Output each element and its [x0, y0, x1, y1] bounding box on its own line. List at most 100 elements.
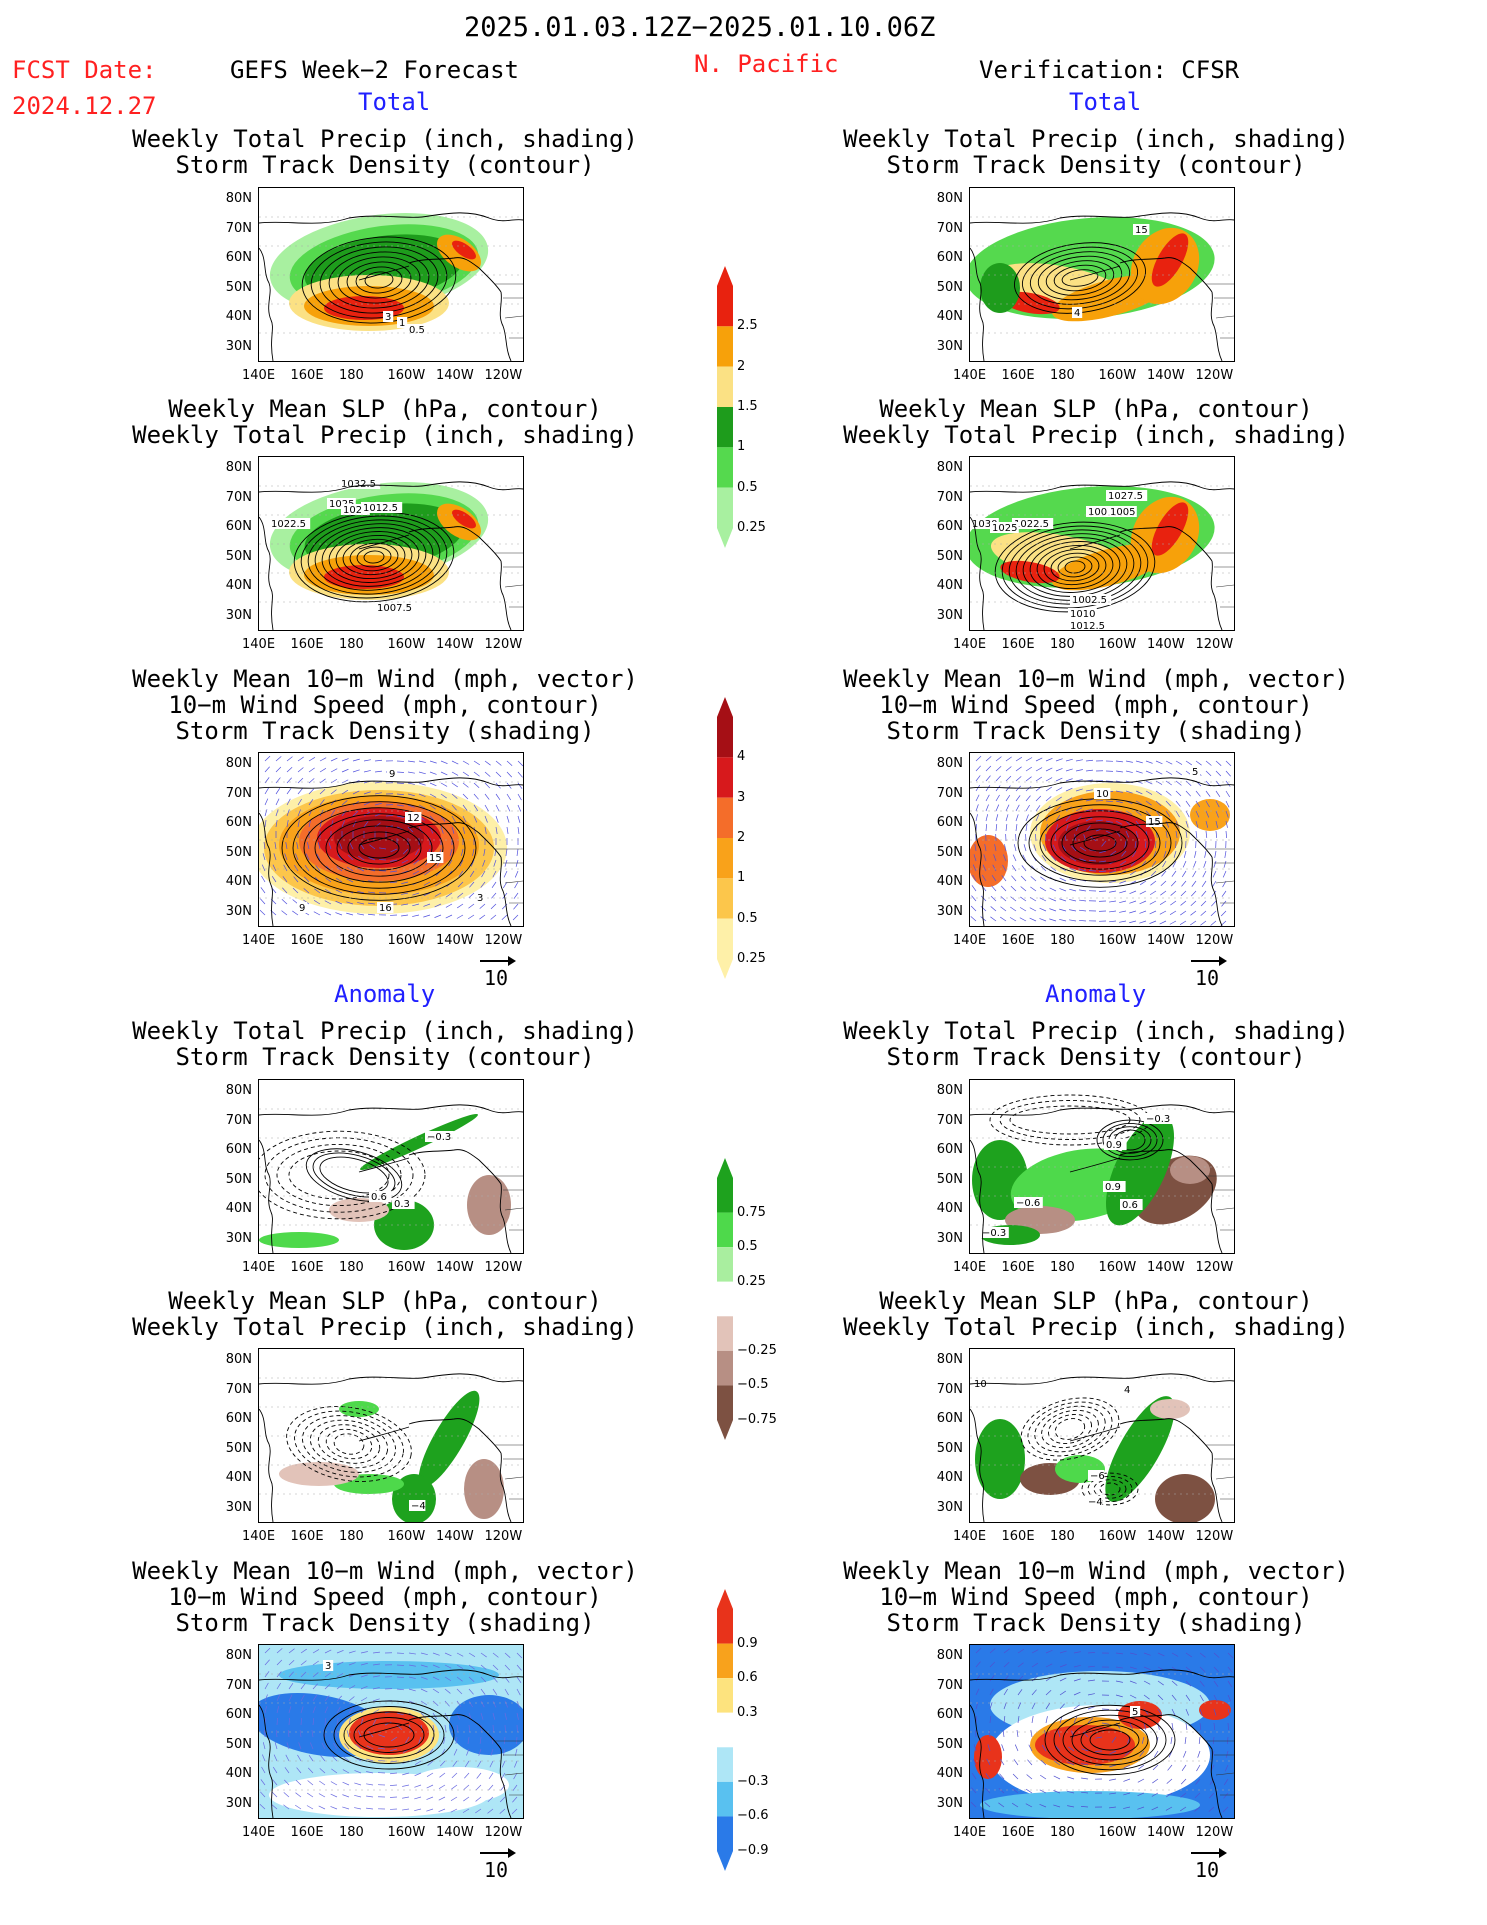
- lat-tick-label: 60N: [936, 1142, 963, 1157]
- contour-label: 15: [1135, 225, 1148, 236]
- lon-tick-label: 140W: [436, 637, 474, 652]
- lon-tick-label: 180: [1050, 368, 1075, 383]
- shaded-region: [279, 1462, 359, 1486]
- lon-tick-label: 160E: [1001, 1260, 1035, 1275]
- colorbar-tick-label: 0.5: [737, 910, 758, 926]
- map-verif-slp-anom: 10 4 −6 −4: [969, 1348, 1235, 1523]
- lon-tick-label: 160E: [1001, 1825, 1035, 1840]
- contour-set: [1020, 1397, 1120, 1461]
- colorbar-tick-label: 1: [737, 439, 746, 455]
- lat-tick-label: 30N: [936, 607, 963, 623]
- panel-title-fcst-slp: Weekly Mean SLP (hPa, contour) Weekly To…: [132, 395, 638, 449]
- coastline: [970, 1669, 1234, 1818]
- colorbar-tick-label: 0.5: [737, 1239, 758, 1255]
- colorbar-track-density-anomaly: [717, 1589, 733, 1871]
- lat-tick-label: 40N: [936, 1201, 963, 1216]
- shaded-region: [980, 1791, 1200, 1818]
- colorbar-tick-label: 4: [737, 749, 746, 765]
- contour-label: 1007.5: [1088, 507, 1123, 518]
- contour-set: [1017, 798, 1183, 888]
- lat-tick-label: 30N: [225, 1499, 252, 1515]
- lat-tick-label: 60N: [936, 250, 963, 265]
- region-label: N. Pacific: [694, 50, 839, 78]
- colorbar-tick-label: −0.6: [737, 1808, 769, 1824]
- lon-tick-label: 180: [1050, 933, 1075, 948]
- lat-tick-label: 40N: [225, 578, 252, 593]
- contour-set: [286, 1406, 412, 1482]
- lon-tick-label: 140E: [242, 933, 276, 948]
- section-total-left: Total: [358, 88, 431, 116]
- colorbar-tick-label: 0.3: [737, 1704, 758, 1720]
- shaded-region: [452, 240, 476, 260]
- colorbar-tick-label: −0.75: [737, 1412, 777, 1427]
- lat-tick-label: 60N: [225, 1411, 252, 1426]
- contour-label: 15: [429, 853, 442, 864]
- colorbar-segment: [717, 1643, 733, 1679]
- lat-tick-label: 60N: [225, 1142, 252, 1157]
- contour-label: 9: [299, 903, 305, 914]
- lon-tick-label: 140E: [953, 1529, 987, 1544]
- shaded-region: [1105, 1396, 1175, 1502]
- lon-tick-label: 120W: [484, 637, 523, 652]
- lon-tick-label: 160W: [387, 933, 426, 948]
- contour-label: 3: [385, 312, 391, 323]
- contour-label: 3: [477, 893, 483, 904]
- contour-label: 0.3: [394, 1199, 410, 1210]
- map-verif-wind-track: 5 10 15: [969, 752, 1235, 927]
- lat-tick-label: 80N: [936, 756, 963, 771]
- colorbar-tick-label: −0.5: [737, 1377, 769, 1393]
- lon-tick-label: 140W: [1147, 933, 1185, 948]
- wind-vectors: [259, 755, 523, 921]
- shaded-region: [1151, 502, 1189, 556]
- lon-tick-label: 120W: [484, 1825, 523, 1840]
- lon-tick-label: 140E: [242, 1529, 276, 1544]
- lon-tick-label: 160W: [1098, 368, 1137, 383]
- lon-tick-label: 180: [339, 1260, 364, 1275]
- lon-tick-label: 140E: [953, 1825, 987, 1840]
- colorbar-segment: [717, 1316, 733, 1351]
- colorbar-tick-label: 0.75: [737, 1204, 766, 1220]
- lat-tick-label: 80N: [225, 191, 252, 206]
- lat-tick-label: 60N: [225, 519, 252, 534]
- contour-label: −0.3: [982, 1228, 1006, 1239]
- lat-tick-label: 70N: [936, 1677, 963, 1693]
- coastline: [970, 212, 1234, 361]
- fcst-date-label: FCST Date:: [12, 56, 157, 84]
- colorbar-track-density-total: [717, 697, 733, 979]
- coastline: [259, 1669, 523, 1818]
- lat-tick-label: 70N: [225, 1381, 252, 1397]
- contour-label: 1030: [972, 519, 997, 530]
- colorbar-segment: [717, 366, 733, 407]
- lon-tick-label: 140W: [1147, 637, 1185, 652]
- colorbar-tick-label: 0.25: [737, 951, 766, 966]
- coastline: [970, 1104, 1234, 1253]
- coastline: [259, 1373, 523, 1522]
- lon-tick-label: 160W: [387, 1825, 426, 1840]
- colorbar-tick-label: 3: [737, 789, 746, 805]
- lat-tick-label: 60N: [225, 815, 252, 830]
- lon-tick-label: 140W: [436, 933, 474, 948]
- contour-label: 1010: [1070, 609, 1095, 620]
- contour-label: 1022.5: [1014, 519, 1049, 530]
- lat-tick-label: 40N: [225, 1201, 252, 1216]
- colorbar-segment: [717, 407, 733, 448]
- contour-set: [281, 795, 477, 901]
- contour-label: −6: [1090, 1471, 1105, 1482]
- lon-tick-label: 180: [1050, 1825, 1075, 1840]
- contour-label: 5: [1132, 1707, 1138, 1718]
- colorbar-segment: [717, 1678, 733, 1713]
- panel-title-fcst-precip: Weekly Total Precip (inch, shading) Stor…: [132, 125, 638, 179]
- lat-tick-label: 80N: [225, 1352, 252, 1367]
- lat-tick-label: 70N: [225, 785, 252, 801]
- lat-tick-label: 70N: [936, 220, 963, 236]
- lat-tick-label: 40N: [225, 1470, 252, 1485]
- colorbar-segment: [717, 1609, 733, 1644]
- colorbar-segment: [717, 717, 733, 758]
- contour-label: 15: [1148, 817, 1161, 828]
- contour-label: 12: [407, 813, 420, 824]
- lon-tick-label: 160W: [387, 1529, 426, 1544]
- contour-label: 16: [379, 903, 392, 914]
- lat-tick-label: 30N: [225, 903, 252, 919]
- map-fcst-slp-anom: −4: [258, 1348, 524, 1523]
- lon-tick-label: 120W: [1195, 933, 1234, 948]
